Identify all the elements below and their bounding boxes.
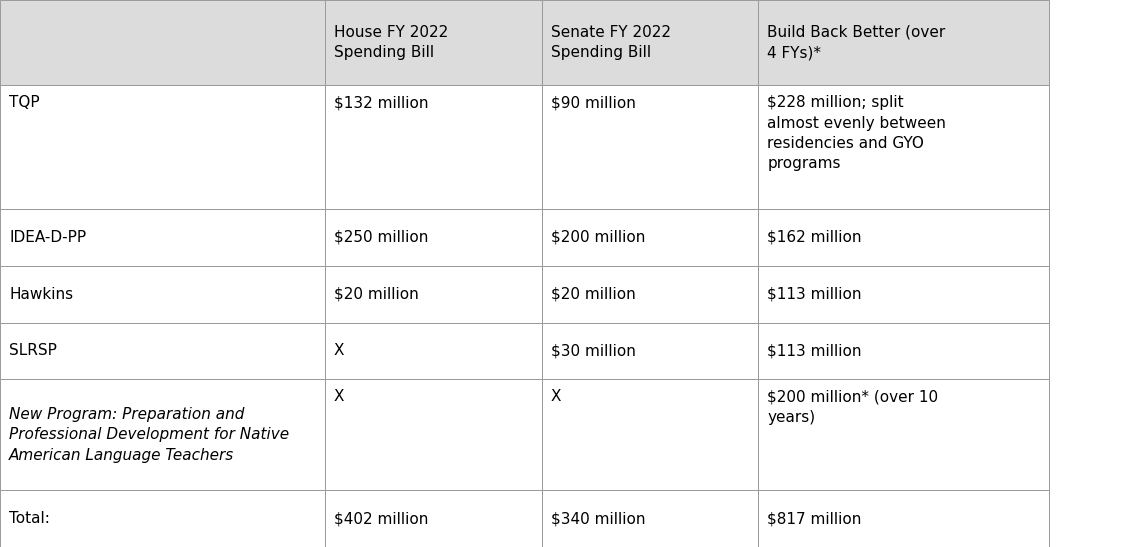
Text: IDEA-D-PP: IDEA-D-PP [9,230,87,245]
Text: $162 million: $162 million [767,230,862,245]
Text: $20 million: $20 million [334,287,418,301]
Bar [0,209,325,266]
Bar [542,209,758,266]
Bar [325,380,542,490]
Text: Senate FY 2022
Spending Bill: Senate FY 2022 Spending Bill [551,25,670,60]
Bar [325,85,542,209]
Bar [542,0,758,85]
Text: $90 million: $90 million [551,95,635,110]
Bar [0,490,325,547]
Bar [758,266,1049,323]
Text: $228 million; split
almost evenly between
residencies and GYO
programs: $228 million; split almost evenly betwee… [767,95,946,171]
Text: TQP: TQP [9,95,40,110]
Bar [758,209,1049,266]
Text: Total:: Total: [9,511,50,526]
Bar [325,266,542,323]
Bar [0,380,325,490]
Text: New Program: Preparation and
Professional Development for Native
American Langua: New Program: Preparation and Professiona… [9,407,290,463]
Text: Build Back Better (over
4 FYs)*: Build Back Better (over 4 FYs)* [767,25,945,60]
Bar [325,209,542,266]
Bar [542,490,758,547]
Text: Hawkins: Hawkins [9,287,73,301]
Bar [325,323,542,380]
Text: $340 million: $340 million [551,511,645,526]
Bar [758,0,1049,85]
Bar [325,490,542,547]
Bar [542,266,758,323]
Text: $402 million: $402 million [334,511,429,526]
Bar [0,0,325,85]
Bar [758,380,1049,490]
Bar [0,85,325,209]
Text: House FY 2022
Spending Bill: House FY 2022 Spending Bill [334,25,448,60]
Bar [0,266,325,323]
Text: X: X [551,389,561,404]
Bar [542,380,758,490]
Text: SLRSP: SLRSP [9,344,57,358]
Bar [542,85,758,209]
Text: X: X [334,389,344,404]
Text: $113 million: $113 million [767,344,862,358]
Text: $200 million: $200 million [551,230,645,245]
Text: $817 million: $817 million [767,511,862,526]
Text: $132 million: $132 million [334,95,429,110]
Bar [325,0,542,85]
Text: $20 million: $20 million [551,287,635,301]
Bar [758,490,1049,547]
Text: $30 million: $30 million [551,344,635,358]
Text: $200 million* (over 10
years): $200 million* (over 10 years) [767,389,938,424]
Text: $250 million: $250 million [334,230,429,245]
Bar [542,323,758,380]
Text: X: X [334,344,344,358]
Bar [0,323,325,380]
Bar [758,323,1049,380]
Bar [758,85,1049,209]
Text: $113 million: $113 million [767,287,862,301]
